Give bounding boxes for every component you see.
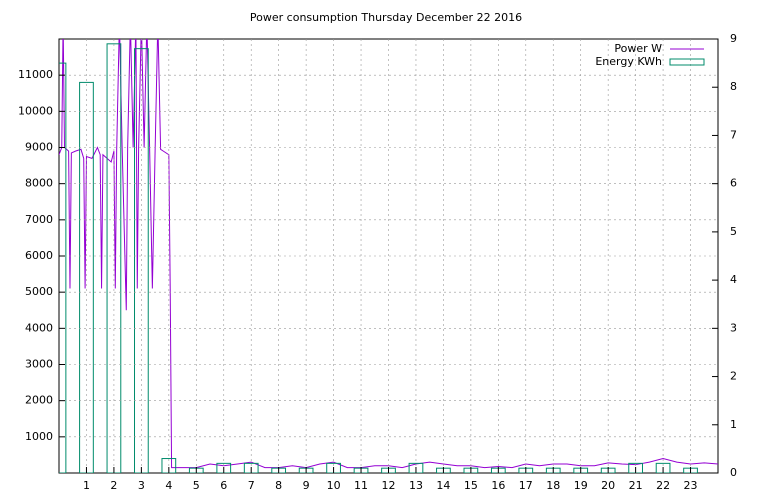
energy-bar <box>79 81 94 473</box>
y-tick-label: 10000 <box>18 104 53 117</box>
y-tick-label: 8000 <box>25 177 53 190</box>
x-tick-label: 9 <box>303 479 310 492</box>
legend-label: Power W <box>614 42 662 55</box>
x-tick-label: 2 <box>110 479 117 492</box>
x-tick-label: 20 <box>601 479 615 492</box>
x-tick-label: 16 <box>491 479 505 492</box>
energy-bar <box>243 462 259 473</box>
y-tick-label: 1000 <box>25 430 53 443</box>
energy-bar <box>59 62 67 473</box>
energy-bar <box>408 462 424 473</box>
legend-label: Energy KWh <box>595 55 662 68</box>
y2-tick-label: 2 <box>730 370 737 383</box>
y-tick-label: 9000 <box>25 141 53 154</box>
y-tick-label: 5000 <box>25 285 53 298</box>
energy-bar <box>628 462 643 473</box>
legend-swatch <box>669 58 705 66</box>
y-tick-label: 6000 <box>25 249 53 262</box>
y-tick-label: 11000 <box>18 68 53 81</box>
x-tick-label: 3 <box>138 479 145 492</box>
y2-tick-label: 8 <box>730 80 737 93</box>
y2-tick-label: 1 <box>730 418 737 431</box>
energy-bar <box>655 462 671 473</box>
y-tick-label: 3000 <box>25 358 53 371</box>
energy-bar <box>134 48 149 473</box>
y2-tick-label: 6 <box>730 177 737 190</box>
y-tick-label: 4000 <box>25 321 53 334</box>
x-tick-label: 14 <box>436 479 450 492</box>
x-tick-label: 7 <box>248 479 255 492</box>
plot-area <box>59 39 718 473</box>
x-tick-label: 4 <box>165 479 172 492</box>
y2-tick-label: 4 <box>730 273 737 286</box>
x-tick-label: 5 <box>193 479 200 492</box>
x-tick-label: 19 <box>574 479 588 492</box>
energy-bar <box>326 462 341 473</box>
x-tick-label: 12 <box>382 479 396 492</box>
x-tick-label: 18 <box>546 479 560 492</box>
x-tick-label: 21 <box>629 479 643 492</box>
x-tick-label: 6 <box>220 479 227 492</box>
y2-tick-label: 3 <box>730 321 737 334</box>
x-tick-label: 11 <box>354 479 368 492</box>
energy-bar <box>106 43 122 473</box>
x-tick-label: 13 <box>409 479 423 492</box>
chart-title: Power consumption Thursday December 22 2… <box>250 11 522 24</box>
x-tick-label: 23 <box>684 479 698 492</box>
y2-tick-label: 0 <box>730 466 737 479</box>
x-tick-label: 10 <box>327 479 341 492</box>
x-tick-label: 1 <box>83 479 90 492</box>
x-tick-label: 8 <box>275 479 282 492</box>
y2-tick-label: 9 <box>730 32 737 45</box>
x-tick-label: 17 <box>519 479 533 492</box>
x-tick-label: 22 <box>656 479 670 492</box>
y-tick-label: 7000 <box>25 213 53 226</box>
energy-bar <box>216 462 232 473</box>
power-line <box>59 39 718 469</box>
y-tick-label: 2000 <box>25 394 53 407</box>
y2-tick-label: 5 <box>730 225 737 238</box>
y2-tick-label: 7 <box>730 128 737 141</box>
x-tick-label: 15 <box>464 479 478 492</box>
